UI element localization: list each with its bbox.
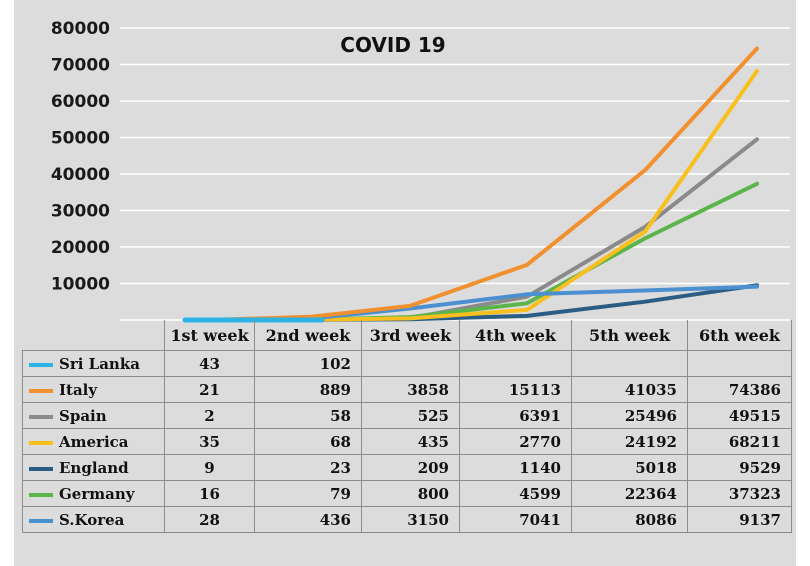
data-value-cell: 9 [164, 454, 255, 481]
legend-key-swatch [29, 466, 53, 471]
y-tick-label: 30000 [51, 202, 110, 222]
data-value-cell: 23 [254, 454, 362, 481]
data-value-cell: 37323 [687, 480, 792, 507]
data-value-cell: 43 [164, 350, 255, 377]
data-value-cell: 49515 [687, 402, 792, 429]
x-category-label: 4th week [459, 320, 572, 351]
legend-entry: America [22, 428, 165, 455]
data-value-cell [361, 350, 460, 377]
legend-key-swatch [29, 388, 53, 393]
legend-key-swatch [29, 440, 53, 445]
series-name: S.Korea [59, 510, 125, 529]
data-value-cell [571, 350, 688, 377]
y-tick-label: 20000 [51, 238, 110, 258]
data-value-cell: 7041 [459, 506, 572, 533]
series-name: Sri Lanka [59, 354, 140, 373]
data-value-cell: 79 [254, 480, 362, 507]
data-value-cell: 24192 [571, 428, 688, 455]
legend-key-swatch [29, 362, 53, 367]
table-row: Spain 2 58 525 6391 25496 49515 [22, 402, 792, 429]
data-value-cell: 9529 [687, 454, 792, 481]
data-value-cell: 6391 [459, 402, 572, 429]
data-value-cell: 3858 [361, 376, 460, 403]
legend-entry: S.Korea [22, 506, 165, 533]
data-value-cell: 21 [164, 376, 255, 403]
series-name: Spain [59, 406, 107, 425]
data-value-cell: 9137 [687, 506, 792, 533]
data-value-cell [687, 350, 792, 377]
series-name: England [59, 458, 129, 477]
data-table: 1st week 2nd week 3rd week 4th week 5th week… [22, 320, 792, 533]
legend-key-swatch [29, 518, 53, 523]
data-value-cell: 209 [361, 454, 460, 481]
table-row: England 9 23 209 1140 5018 9529 [22, 454, 792, 481]
y-tick-label: 60000 [51, 92, 110, 112]
data-value-cell: 889 [254, 376, 362, 403]
data-value-cell: 2770 [459, 428, 572, 455]
data-value-cell: 25496 [571, 402, 688, 429]
data-value-cell [459, 350, 572, 377]
data-value-cell: 68211 [687, 428, 792, 455]
data-value-cell: 2 [164, 402, 255, 429]
legend-entry: Italy [22, 376, 165, 403]
table-row: Sri Lanka 43 102 [22, 350, 792, 377]
table-row: S.Korea 28 436 3150 7041 8086 9137 [22, 506, 792, 533]
series-name: America [59, 432, 129, 451]
data-value-cell: 22364 [571, 480, 688, 507]
table-row: Italy 21 889 3858 15113 41035 74386 [22, 376, 792, 403]
legend-entry: Sri Lanka [22, 350, 165, 377]
data-value-cell: 3150 [361, 506, 460, 533]
data-value-cell: 41035 [571, 376, 688, 403]
y-tick-label: 70000 [51, 56, 110, 76]
x-category-label: 6th week [687, 320, 792, 351]
chart-title: COVID 19 [340, 33, 445, 57]
data-value-cell: 15113 [459, 376, 572, 403]
data-value-cell: 435 [361, 428, 460, 455]
legend-key-swatch [29, 414, 53, 419]
series-line-america [210, 69, 759, 322]
data-value-cell: 68 [254, 428, 362, 455]
table-corner [22, 320, 165, 351]
series-line-italy [210, 46, 759, 322]
series-name: Italy [59, 380, 98, 399]
x-category-label: 2nd week [254, 320, 362, 351]
series-line-spain [210, 137, 759, 322]
data-value-cell: 74386 [687, 376, 792, 403]
x-category-label: 1st week [164, 320, 255, 351]
data-value-cell: 525 [361, 402, 460, 429]
table-row: Germany 16 79 800 4599 22364 37323 [22, 480, 792, 507]
legend-entry: Spain [22, 402, 165, 429]
x-category-label: 5th week [571, 320, 688, 351]
data-value-cell: 4599 [459, 480, 572, 507]
data-value-cell: 58 [254, 402, 362, 429]
y-tick-label: 50000 [51, 129, 110, 149]
data-value-cell: 5018 [571, 454, 688, 481]
data-value-cell: 102 [254, 350, 362, 377]
table-row: America 35 68 435 2770 24192 68211 [22, 428, 792, 455]
y-tick-label: 10000 [51, 275, 110, 295]
data-value-cell: 436 [254, 506, 362, 533]
x-category-label: 3rd week [361, 320, 460, 351]
series-name: Germany [59, 484, 135, 503]
legend-key-swatch [29, 492, 53, 497]
legend-entry: England [22, 454, 165, 481]
data-value-cell: 28 [164, 506, 255, 533]
data-value-cell: 800 [361, 480, 460, 507]
table-header-row: 1st week 2nd week 3rd week 4th week 5th week… [22, 320, 792, 351]
data-value-cell: 8086 [571, 506, 688, 533]
y-tick-label: 80000 [51, 19, 110, 39]
y-tick-label: 40000 [51, 165, 110, 185]
data-value-cell: 1140 [459, 454, 572, 481]
data-value-cell: 16 [164, 480, 255, 507]
legend-entry: Germany [22, 480, 165, 507]
data-value-cell: 35 [164, 428, 255, 455]
